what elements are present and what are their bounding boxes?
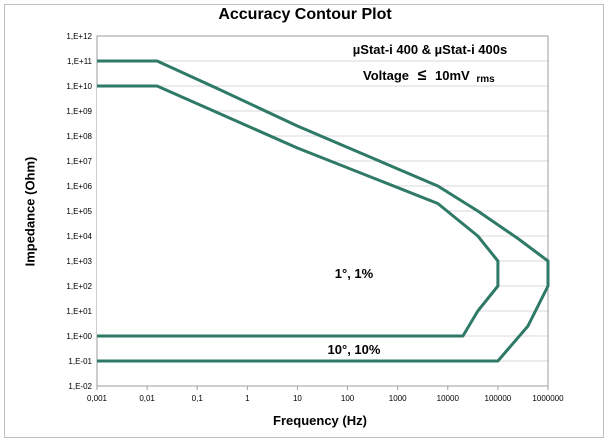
contour-band — [97, 59, 550, 363]
x-tick-label: 1 — [245, 394, 250, 403]
voltage-symbol: ≤ — [418, 67, 427, 84]
voltage-value: 10mV — [435, 68, 470, 83]
voltage-annotation: Voltage ≤ 10mV rms — [363, 67, 495, 85]
x-tick-labels: 0,001 0,01 0,1 1 10 100 1000 10000 100000 1000000 — [87, 386, 564, 403]
y-tick-labels: 1,E-02 1,E-01 1,E+00 1,E+01 1,E+02 1,E+03 1,E+… — [66, 32, 92, 391]
y-tick-label: 1,E-02 — [68, 382, 92, 391]
y-tick-label: 1,E+01 — [66, 307, 92, 316]
x-tick-label: 1000 — [389, 394, 407, 403]
y-tick-label: 1,E+11 — [67, 57, 93, 66]
y-tick-label: 1,E+10 — [66, 82, 92, 91]
x-tick-label: 0,01 — [139, 394, 155, 403]
y-tick-label: 1,E+07 — [66, 157, 92, 166]
y-tick-label: 1,E-01 — [68, 357, 92, 366]
x-tick-label: 0,1 — [192, 394, 204, 403]
y-tick-label: 1,E+08 — [66, 132, 92, 141]
x-tick-label: 10 — [293, 394, 302, 403]
y-axis-label: Impedance (Ohm) — [22, 156, 38, 267]
outer-contour-line — [97, 59, 550, 363]
chart-title: Accuracy Contour Plot — [218, 6, 392, 23]
outer-contour-label: 10°, 10% — [328, 342, 381, 357]
y-tick-label: 1,E+05 — [66, 207, 92, 216]
annotations: µStat-i 400 & µStat-i 400s Voltage ≤ 10m… — [328, 42, 508, 357]
x-tick-label: 100 — [341, 394, 355, 403]
y-tick-label: 1,E+02 — [66, 282, 92, 291]
inner-contour-label: 1°, 1% — [335, 266, 374, 281]
x-tick-label: 1000000 — [532, 394, 564, 403]
x-tick-label: 100000 — [485, 394, 512, 403]
x-tick-label: 0,001 — [87, 394, 108, 403]
inner-contour-line — [97, 84, 500, 338]
device-annotation: µStat-i 400 & µStat-i 400s — [353, 42, 507, 57]
y-tick-label: 1,E+03 — [66, 257, 92, 266]
voltage-unit: rms — [476, 74, 495, 85]
y-tick-label: 1,E+12 — [66, 32, 92, 41]
voltage-prefix: Voltage — [363, 68, 409, 83]
x-tick-label: 10000 — [437, 394, 460, 403]
y-tick-label: 1,E+00 — [66, 332, 92, 341]
x-axis-label: Frequency (Hz) — [273, 413, 367, 428]
y-tick-label: 1,E+06 — [66, 182, 92, 191]
y-tick-label: 1,E+04 — [66, 232, 92, 241]
y-tick-label: 1,E+09 — [66, 107, 92, 116]
